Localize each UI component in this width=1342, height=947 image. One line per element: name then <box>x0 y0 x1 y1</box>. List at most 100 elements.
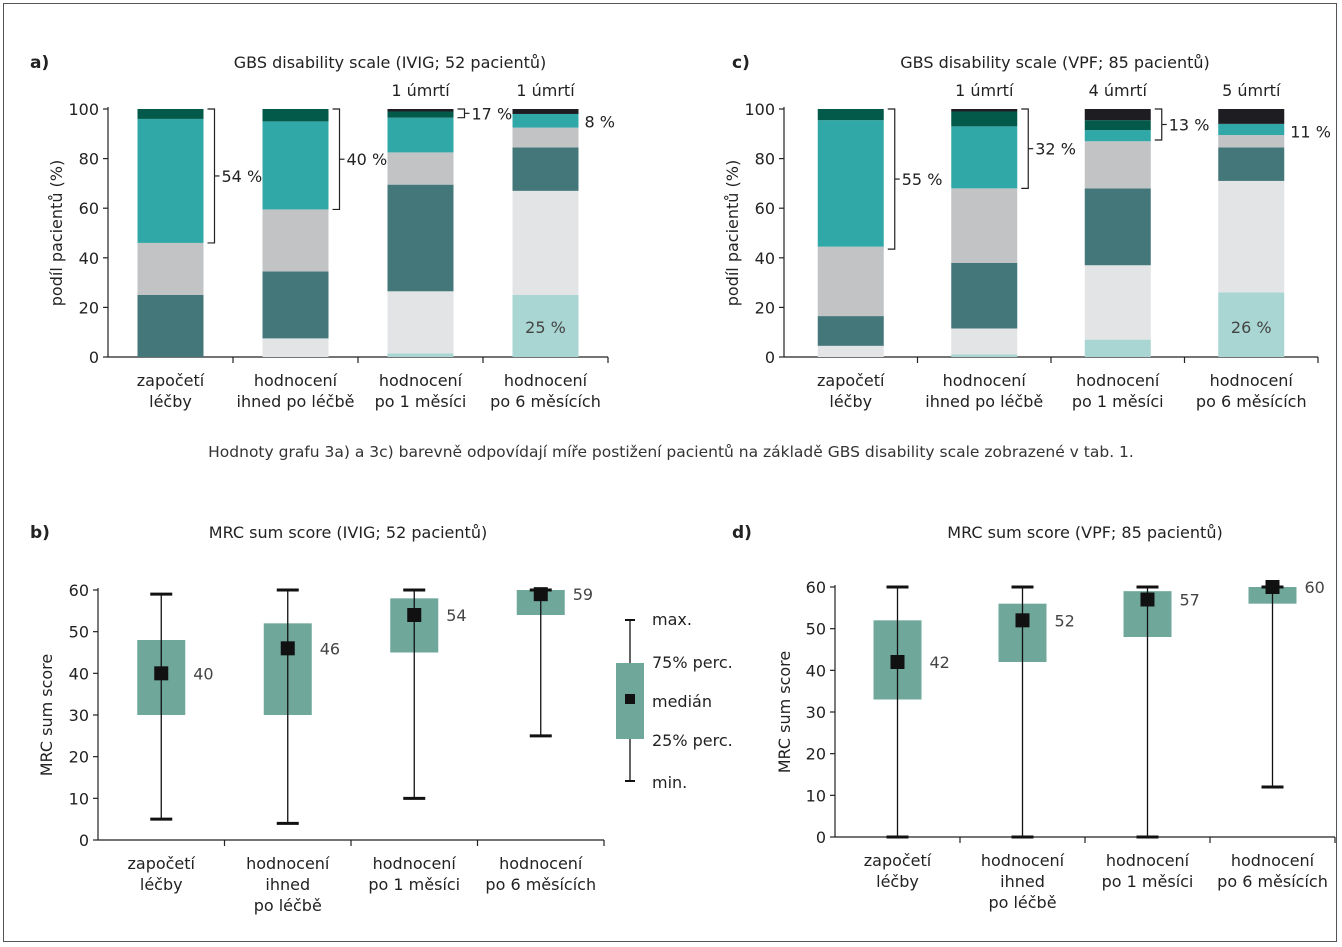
bar-segment <box>1084 265 1151 340</box>
percentage-bracket <box>1154 108 1163 141</box>
bar-segment <box>1218 123 1285 136</box>
x-tick-label: hodnocení <box>1210 371 1294 390</box>
y-axis-label: podíl pacientů (%) <box>47 160 66 306</box>
legend-min-label: min. <box>652 773 687 792</box>
percentage-label: 55 % <box>902 170 943 189</box>
x-tick-label: po 6 měsících <box>485 875 596 894</box>
bar-segment <box>1084 109 1151 121</box>
death-count-label: 1 úmrtí <box>516 81 575 100</box>
bar-segment <box>387 291 454 354</box>
y-tick-label: 20 <box>69 748 89 767</box>
x-tick-label: započetí <box>817 371 885 390</box>
x-tick-label: hodnocení <box>379 371 463 390</box>
panel-label: d) <box>732 523 752 543</box>
percentage-label: 17 % <box>472 104 513 123</box>
y-tick-label: 30 <box>806 703 826 722</box>
legend-median-label: medián <box>652 692 712 711</box>
median-marker <box>154 666 169 681</box>
bar-segment <box>1084 339 1151 357</box>
bar-segment <box>387 109 454 112</box>
x-tick-label: po léčbě <box>988 893 1056 912</box>
x-tick-label: po léčbě <box>254 896 322 915</box>
bar-segment <box>512 147 579 191</box>
x-tick-label: léčby <box>149 392 192 411</box>
bar-segment <box>951 111 1018 127</box>
bar-segment <box>817 246 884 317</box>
bar-segment <box>137 242 204 295</box>
bar-segment <box>512 127 579 148</box>
mrc-ivig-chart: b) MRC sum score (IVIG; 52 pacientů) MRC s… <box>30 523 605 915</box>
y-tick-label: 60 <box>755 199 775 218</box>
bar-segment <box>817 109 884 121</box>
bar-segment <box>817 345 884 357</box>
bar-segment <box>387 117 454 153</box>
bar-segment <box>1218 135 1285 148</box>
x-tick-label: ihned po léčbě <box>237 392 355 411</box>
x-tick-label: po 1 měsíci <box>368 875 460 894</box>
y-tick-label: 10 <box>69 789 89 808</box>
chart-title: MRC sum score (VPF; 85 pacientů) <box>947 523 1222 542</box>
legend-p75-label: 75% perc. <box>652 653 733 672</box>
bar-segment <box>951 109 1018 112</box>
y-tick-label: 0 <box>765 348 775 367</box>
percentage-label: 40 % <box>347 150 388 169</box>
y-axis-label: MRC sum score <box>775 651 794 774</box>
death-count-label: 1 úmrtí <box>955 81 1014 100</box>
panel-label: b) <box>30 523 50 543</box>
bar-segment <box>951 354 1018 357</box>
bar-segment <box>951 262 1018 329</box>
bar-segment <box>1084 120 1151 131</box>
gbs-vpf-chart: c) GBS disability scale (VPF; 85 pacientů… <box>723 53 1331 411</box>
segment-value-label: 25 % <box>525 318 566 337</box>
y-tick-label: 50 <box>69 623 89 642</box>
y-tick-label: 0 <box>89 348 99 367</box>
bar-segment <box>512 295 579 357</box>
median-marker <box>280 641 295 656</box>
median-value-label: 52 <box>1055 611 1075 630</box>
y-tick-label: 60 <box>806 578 826 597</box>
y-tick-label: 100 <box>68 100 99 119</box>
percentage-label: 8 % <box>585 112 615 131</box>
median-marker <box>1140 592 1155 607</box>
y-tick-label: 20 <box>79 298 99 317</box>
median-marker <box>1265 580 1280 594</box>
percentage-label: 54 % <box>222 167 263 186</box>
figure-frame <box>3 3 1337 942</box>
legend-p25-label: 25% perc. <box>652 731 733 750</box>
legend-max-label: max. <box>652 610 692 629</box>
x-tick-label: léčby <box>829 392 872 411</box>
x-tick-label: hodnocení <box>504 371 588 390</box>
x-tick-label: započetí <box>137 371 205 390</box>
gbs-ivig-chart: a) GBS disability scale (IVIG; 52 pacient… <box>30 53 615 411</box>
y-tick-label: 40 <box>69 664 89 683</box>
y-tick-label: 0 <box>79 831 89 850</box>
bar-segment <box>262 338 329 357</box>
segment-value-label: 26 % <box>1231 318 1272 337</box>
x-tick-label: po 1 měsíci <box>1072 392 1164 411</box>
bar-segment <box>951 328 1018 355</box>
bar-segment <box>1218 109 1285 124</box>
bar-segment <box>1084 188 1151 266</box>
median-marker <box>890 655 905 669</box>
percentage-bracket <box>1021 108 1029 189</box>
median-value-label: 40 <box>193 664 213 683</box>
y-tick-label: 20 <box>755 298 775 317</box>
bar-segment <box>137 118 204 243</box>
y-tick-label: 50 <box>806 620 826 639</box>
percentage-bracket <box>207 108 216 244</box>
panel-label: c) <box>732 53 750 73</box>
y-tick-label: 30 <box>69 706 89 725</box>
x-tick-label: hodnocení <box>246 854 330 873</box>
x-tick-label: po 1 měsíci <box>1102 872 1194 891</box>
x-tick-label: ihned <box>1000 872 1045 891</box>
bar-segment <box>1218 292 1285 357</box>
bar-segment <box>512 113 579 128</box>
y-tick-label: 40 <box>806 661 826 680</box>
bar-segment <box>512 190 579 295</box>
y-tick-label: 60 <box>69 581 89 600</box>
median-value-label: 57 <box>1180 591 1200 610</box>
death-count-label: 4 úmrtí <box>1089 81 1148 100</box>
percentage-label: 11 % <box>1290 122 1331 141</box>
y-tick-label: 60 <box>79 199 99 218</box>
